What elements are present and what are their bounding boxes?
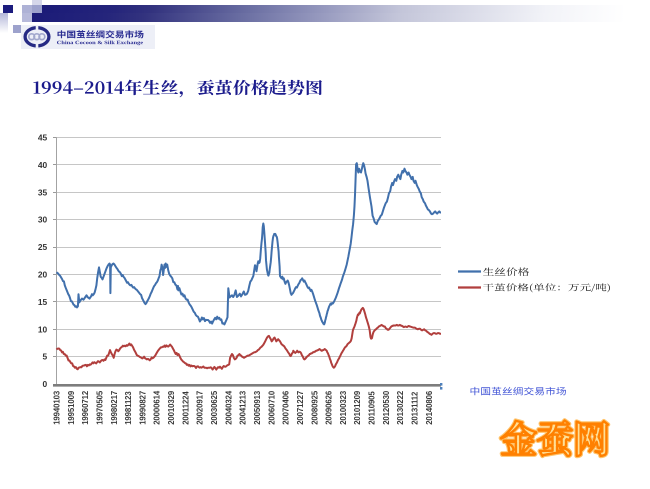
svg-text:20000614: 20000614	[153, 390, 162, 425]
svg-text:20110905: 20110905	[368, 391, 377, 425]
svg-text:40: 40	[38, 160, 48, 170]
svg-text:19980217: 19980217	[110, 391, 119, 425]
svg-text:20131112: 20131112	[411, 391, 420, 425]
svg-text:20060710: 20060710	[267, 390, 276, 425]
svg-text:19940103: 19940103	[53, 390, 62, 425]
svg-text:15: 15	[38, 297, 48, 307]
svg-text:20040324: 20040324	[224, 390, 233, 425]
svg-text:19990827: 19990827	[138, 391, 147, 425]
svg-text:20100323: 20100323	[339, 390, 348, 425]
svg-text:20130222: 20130222	[396, 390, 405, 425]
svg-text:20010329: 20010329	[167, 390, 176, 425]
svg-text:45: 45	[38, 133, 48, 143]
svg-text:20030625: 20030625	[210, 390, 219, 425]
svg-text:19970505: 19970505	[96, 390, 105, 425]
svg-text:20101209: 20101209	[353, 390, 362, 425]
svg-text:25: 25	[38, 242, 48, 252]
svg-text:19960712: 19960712	[81, 390, 90, 425]
svg-text:10: 10	[38, 324, 48, 334]
svg-text:20011224: 20011224	[181, 391, 190, 425]
svg-text:20140806: 20140806	[425, 390, 434, 425]
svg-text:0: 0	[43, 379, 48, 389]
svg-text:20071227: 20071227	[296, 391, 305, 425]
svg-text:20120530: 20120530	[382, 390, 391, 425]
svg-text:20070406: 20070406	[282, 390, 291, 425]
svg-text:19951009: 19951009	[67, 390, 76, 425]
svg-text:19981123: 19981123	[124, 391, 133, 425]
svg-text:5: 5	[43, 352, 48, 362]
svg-text:20: 20	[38, 270, 48, 280]
svg-text:20041213: 20041213	[239, 390, 248, 425]
svg-text:35: 35	[38, 187, 48, 197]
svg-text:20050913: 20050913	[253, 390, 262, 425]
svg-text:20020917: 20020917	[196, 391, 205, 425]
svg-text:20080925: 20080925	[310, 390, 319, 425]
svg-text:30: 30	[38, 215, 48, 225]
svg-text:20090626: 20090626	[325, 390, 334, 425]
